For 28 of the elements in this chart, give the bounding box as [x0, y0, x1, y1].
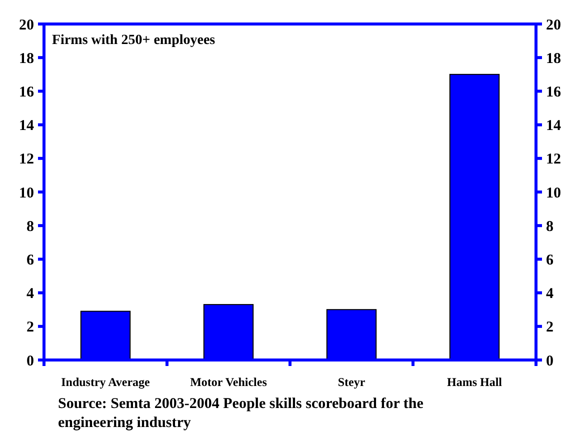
- y2-tick-label: 10: [546, 185, 561, 202]
- y2-tick-label: 6: [546, 252, 554, 268]
- y-tick-label: 2: [26, 320, 34, 336]
- y2-tick-label: 12: [546, 152, 561, 168]
- x-tick-label: Industry Average: [61, 375, 151, 389]
- y2-tick-label: 14: [546, 118, 562, 134]
- y2-tick-label: 20: [546, 17, 561, 34]
- x-tick-label: Steyr: [338, 375, 366, 389]
- y2-tick-label: 8: [546, 218, 554, 235]
- y-tick-label: 14: [19, 118, 34, 134]
- y2-tick-label: 4: [546, 286, 554, 302]
- y2-tick-label: 2: [546, 320, 554, 336]
- y-tick-label: 16: [19, 84, 34, 100]
- y-tick-label: 6: [26, 252, 34, 268]
- y-tick-label: 0: [26, 353, 34, 370]
- y2-tick-label: 16: [546, 84, 562, 100]
- annotation: Firms with 250+ employees: [52, 33, 216, 48]
- y-tick-label: 10: [19, 185, 34, 202]
- y2-tick-label: 0: [546, 353, 554, 370]
- y-tick-label: 4: [26, 286, 34, 302]
- y-tick-label: 18: [19, 50, 34, 67]
- source-note: Source: Semta 2003-2004 People skills scoreboard for the engineering industry: [58, 396, 424, 431]
- x-tick-label: Motor Vehicles: [190, 375, 268, 389]
- y-tick-label: 20: [19, 17, 34, 34]
- y2-tick-label: 18: [546, 50, 561, 67]
- x-tick-label: Hams Hall: [446, 375, 503, 389]
- y-tick-label: 12: [19, 152, 34, 168]
- y-tick-label: 8: [26, 218, 34, 235]
